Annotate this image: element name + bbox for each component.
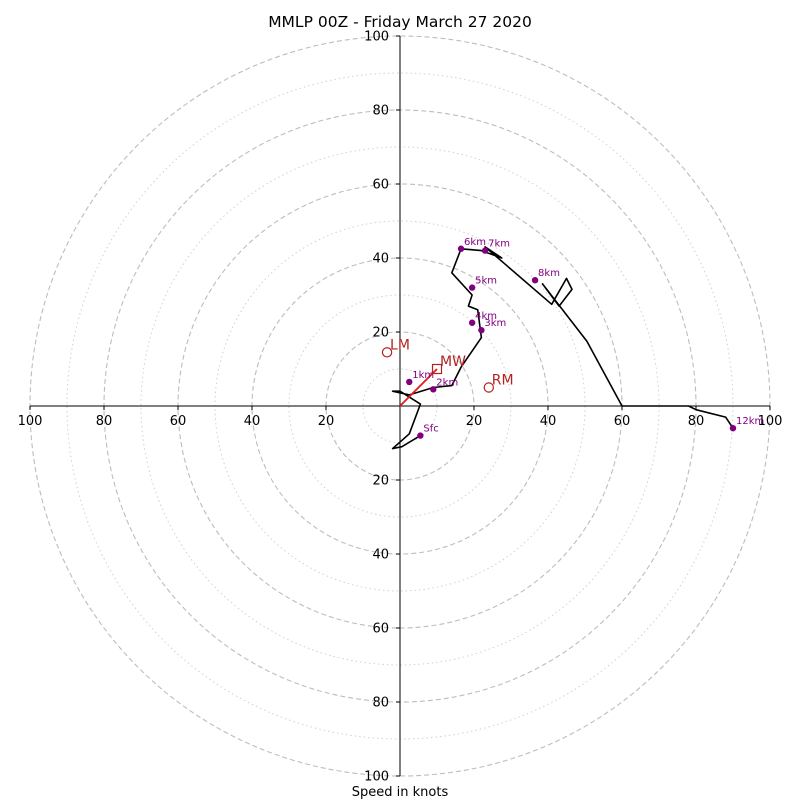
motion-marker-LM — [381, 347, 393, 358]
motion-label-LM: LM — [390, 337, 410, 353]
y-tick-label: 40 — [372, 252, 389, 267]
height-label-4km: 4km — [475, 311, 497, 322]
series-layer — [391, 246, 734, 450]
storm-motion-markers: LM MW RM — [381, 337, 514, 393]
x-tick-label: 60 — [614, 414, 631, 429]
height-label-7km: 7km — [488, 239, 510, 250]
y-tick-label: 100 — [364, 770, 389, 785]
height-point-7km — [481, 247, 489, 254]
height-point-5km — [468, 284, 476, 291]
height-label-6km: 6km — [464, 237, 486, 248]
x-tick-label: 80 — [688, 414, 705, 429]
x-tick-label: 20 — [318, 414, 335, 429]
y-tick-label: 60 — [372, 178, 389, 193]
motion-label-RM: RM — [492, 373, 514, 389]
motion-marker-RM — [483, 382, 494, 393]
x-tick-label: 100 — [758, 414, 783, 429]
height-label-2km: 2km — [436, 377, 458, 388]
height-point-4km — [468, 319, 476, 326]
y-tick-label: 80 — [372, 696, 389, 711]
height-label-3km: 3km — [484, 318, 506, 329]
x-tick-label: 80 — [96, 414, 113, 429]
y-tick-label: 100 — [364, 30, 389, 45]
motion-marker-MW — [431, 363, 443, 375]
y-tick-label: 80 — [372, 104, 389, 119]
y-tick-label: 20 — [372, 474, 389, 489]
x-tick-label: 60 — [170, 414, 187, 429]
height-point-1km — [406, 378, 413, 386]
height-point-8km — [531, 277, 539, 284]
y-tick-label: 40 — [372, 548, 389, 563]
motion-label-MW: MW — [440, 354, 466, 370]
height-label-1km: 1km — [412, 370, 434, 381]
x-tick-label: 100 — [18, 414, 43, 429]
height-label-5km: 5km — [475, 276, 497, 287]
y-tick-label: 20 — [372, 326, 389, 341]
y-tick-label: 60 — [372, 622, 389, 637]
x-axis-label: Speed in knots — [352, 785, 449, 800]
series-line-0 — [391, 246, 734, 450]
tick-labels: 100 80 60 40 20 20 40 60 80 100 100 80 60 40 20 20 40 60 8… — [18, 30, 783, 785]
chart-title: MMLP 00Z - Friday March 27 2020 — [268, 13, 532, 31]
x-tick-label: 40 — [540, 414, 557, 429]
height-point-6km — [457, 245, 465, 252]
height-label-Sfc: Sfc — [423, 424, 438, 435]
height-point-2km — [430, 386, 437, 393]
x-tick-label: 20 — [466, 414, 483, 429]
height-label-12km: 12km — [736, 416, 764, 427]
height-point-3km — [478, 326, 485, 334]
height-point-Sfc — [417, 432, 424, 439]
height-point-12km — [729, 425, 737, 432]
x-tick-label: 40 — [244, 414, 261, 429]
height-label-8km: 8km — [538, 268, 560, 279]
series-line-1 — [399, 368, 438, 407]
